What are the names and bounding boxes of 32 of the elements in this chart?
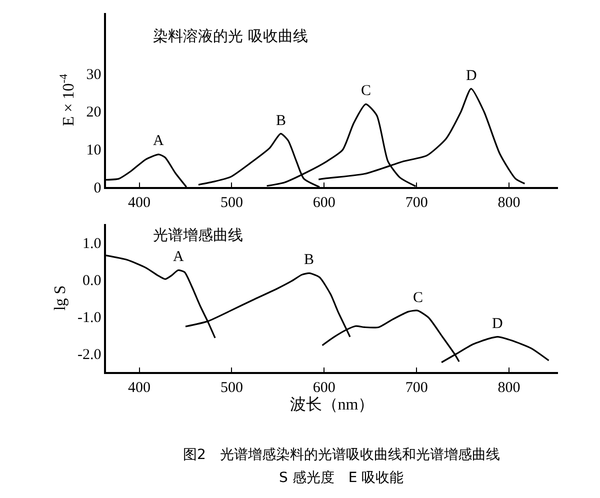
series-label: D <box>492 316 503 332</box>
y-tick-label: -1.0 <box>78 310 102 326</box>
series-label: C <box>413 290 424 306</box>
series-label: B <box>304 252 314 268</box>
x-tick-label: 500 <box>220 194 243 211</box>
series-label: C <box>361 83 372 99</box>
y-tick-label: -2.0 <box>78 346 102 363</box>
x-tick-label: 800 <box>498 380 520 396</box>
caption: 图2 光谱增感染料的光谱吸收曲线和光谱增感曲线 <box>183 447 500 463</box>
series-label: A <box>173 249 184 265</box>
chart-title: 光谱增感曲线 <box>153 226 243 244</box>
x-tick-label: 400 <box>128 194 151 211</box>
y-tick-label: 1.0 <box>82 236 102 252</box>
y-tick-label: 0 <box>94 180 102 196</box>
x-tick-label: 700 <box>405 380 428 396</box>
y-tick-label: 10 <box>86 142 102 158</box>
x-tick-label: 600 <box>312 194 336 211</box>
y-tick-label: 20 <box>86 104 102 121</box>
series-label: D <box>466 68 477 84</box>
x-tick-label: 700 <box>405 194 428 211</box>
series-label: B <box>276 113 286 129</box>
series-label: A <box>153 133 164 149</box>
x-tick-label: 400 <box>128 380 151 396</box>
x-axis-title: 波长（nm） <box>290 396 374 414</box>
y-axis-title: lg S <box>52 285 69 311</box>
x-tick-label: 600 <box>312 380 336 396</box>
text: 染料溶液的光 吸收曲线 <box>153 27 308 45</box>
x-tick-label: 800 <box>498 194 520 211</box>
y-tick-label: 0.0 <box>82 272 102 289</box>
text: S 感光度 E 吸收能 <box>279 470 404 486</box>
x-tick-label: 500 <box>220 380 243 396</box>
y-tick-label: 30 <box>86 66 102 83</box>
